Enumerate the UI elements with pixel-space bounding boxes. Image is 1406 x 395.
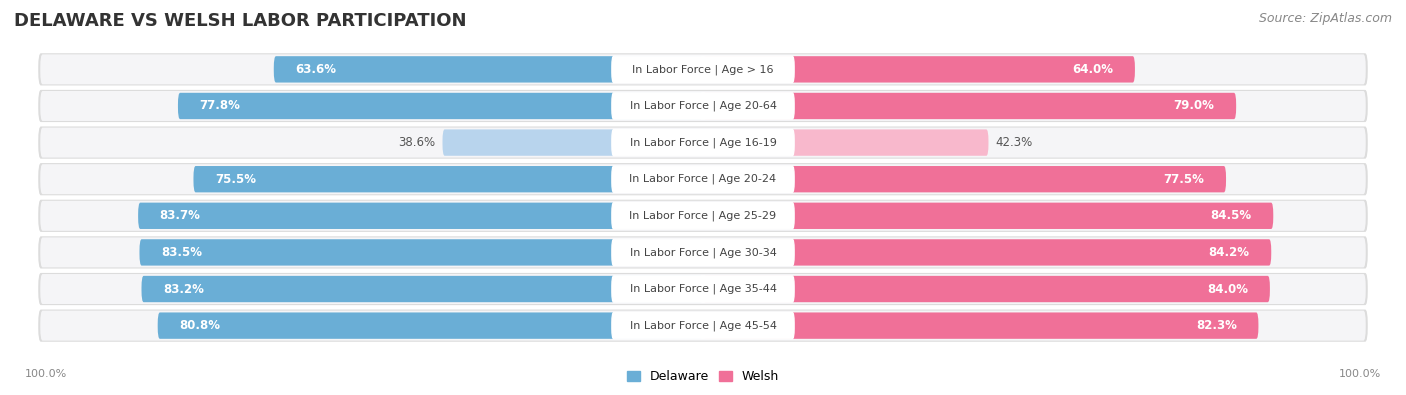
FancyBboxPatch shape bbox=[38, 53, 1368, 85]
Text: 79.0%: 79.0% bbox=[1174, 100, 1215, 113]
FancyBboxPatch shape bbox=[41, 310, 1365, 340]
Text: 82.3%: 82.3% bbox=[1197, 319, 1237, 332]
Text: 75.5%: 75.5% bbox=[215, 173, 256, 186]
FancyBboxPatch shape bbox=[703, 239, 1271, 265]
Text: 84.2%: 84.2% bbox=[1209, 246, 1250, 259]
FancyBboxPatch shape bbox=[612, 239, 794, 265]
FancyBboxPatch shape bbox=[41, 201, 1365, 231]
FancyBboxPatch shape bbox=[612, 93, 794, 119]
FancyBboxPatch shape bbox=[138, 203, 703, 229]
FancyBboxPatch shape bbox=[38, 163, 1368, 195]
Text: DELAWARE VS WELSH LABOR PARTICIPATION: DELAWARE VS WELSH LABOR PARTICIPATION bbox=[14, 12, 467, 30]
FancyBboxPatch shape bbox=[38, 310, 1368, 342]
FancyBboxPatch shape bbox=[703, 203, 1274, 229]
Text: 84.0%: 84.0% bbox=[1208, 282, 1249, 295]
FancyBboxPatch shape bbox=[612, 166, 794, 192]
Text: 83.2%: 83.2% bbox=[163, 282, 204, 295]
FancyBboxPatch shape bbox=[612, 56, 794, 83]
FancyBboxPatch shape bbox=[142, 276, 703, 302]
Text: 63.6%: 63.6% bbox=[295, 63, 336, 76]
Text: 77.5%: 77.5% bbox=[1164, 173, 1205, 186]
FancyBboxPatch shape bbox=[38, 273, 1368, 305]
FancyBboxPatch shape bbox=[38, 236, 1368, 269]
FancyBboxPatch shape bbox=[139, 239, 703, 265]
Text: 77.8%: 77.8% bbox=[200, 100, 240, 113]
Text: In Labor Force | Age 25-29: In Labor Force | Age 25-29 bbox=[630, 211, 776, 221]
FancyBboxPatch shape bbox=[41, 128, 1365, 158]
FancyBboxPatch shape bbox=[612, 276, 794, 302]
Text: In Labor Force | Age 35-44: In Labor Force | Age 35-44 bbox=[630, 284, 776, 294]
FancyBboxPatch shape bbox=[612, 203, 794, 229]
Text: In Labor Force | Age 30-34: In Labor Force | Age 30-34 bbox=[630, 247, 776, 258]
Text: In Labor Force | Age > 16: In Labor Force | Age > 16 bbox=[633, 64, 773, 75]
Text: 100.0%: 100.0% bbox=[25, 369, 67, 379]
Text: 64.0%: 64.0% bbox=[1073, 63, 1114, 76]
FancyBboxPatch shape bbox=[443, 130, 703, 156]
Text: Source: ZipAtlas.com: Source: ZipAtlas.com bbox=[1258, 12, 1392, 25]
FancyBboxPatch shape bbox=[194, 166, 703, 192]
FancyBboxPatch shape bbox=[703, 312, 1258, 339]
Text: 80.8%: 80.8% bbox=[180, 319, 221, 332]
Text: 83.5%: 83.5% bbox=[162, 246, 202, 259]
FancyBboxPatch shape bbox=[703, 276, 1270, 302]
FancyBboxPatch shape bbox=[41, 164, 1365, 194]
Text: 100.0%: 100.0% bbox=[1339, 369, 1381, 379]
FancyBboxPatch shape bbox=[703, 56, 1135, 83]
FancyBboxPatch shape bbox=[41, 91, 1365, 121]
Text: In Labor Force | Age 20-24: In Labor Force | Age 20-24 bbox=[630, 174, 776, 184]
FancyBboxPatch shape bbox=[38, 90, 1368, 122]
FancyBboxPatch shape bbox=[703, 166, 1226, 192]
FancyBboxPatch shape bbox=[703, 130, 988, 156]
Text: 83.7%: 83.7% bbox=[160, 209, 201, 222]
FancyBboxPatch shape bbox=[41, 55, 1365, 85]
FancyBboxPatch shape bbox=[612, 130, 794, 156]
Legend: Delaware, Welsh: Delaware, Welsh bbox=[627, 371, 779, 384]
FancyBboxPatch shape bbox=[274, 56, 703, 83]
FancyBboxPatch shape bbox=[703, 93, 1236, 119]
FancyBboxPatch shape bbox=[41, 274, 1365, 304]
FancyBboxPatch shape bbox=[179, 93, 703, 119]
FancyBboxPatch shape bbox=[612, 312, 794, 339]
FancyBboxPatch shape bbox=[41, 237, 1365, 267]
Text: In Labor Force | Age 45-54: In Labor Force | Age 45-54 bbox=[630, 320, 776, 331]
Text: 84.5%: 84.5% bbox=[1211, 209, 1251, 222]
FancyBboxPatch shape bbox=[38, 200, 1368, 232]
FancyBboxPatch shape bbox=[157, 312, 703, 339]
FancyBboxPatch shape bbox=[38, 126, 1368, 159]
Text: In Labor Force | Age 20-64: In Labor Force | Age 20-64 bbox=[630, 101, 776, 111]
Text: 42.3%: 42.3% bbox=[995, 136, 1032, 149]
Text: 38.6%: 38.6% bbox=[399, 136, 436, 149]
Text: In Labor Force | Age 16-19: In Labor Force | Age 16-19 bbox=[630, 137, 776, 148]
